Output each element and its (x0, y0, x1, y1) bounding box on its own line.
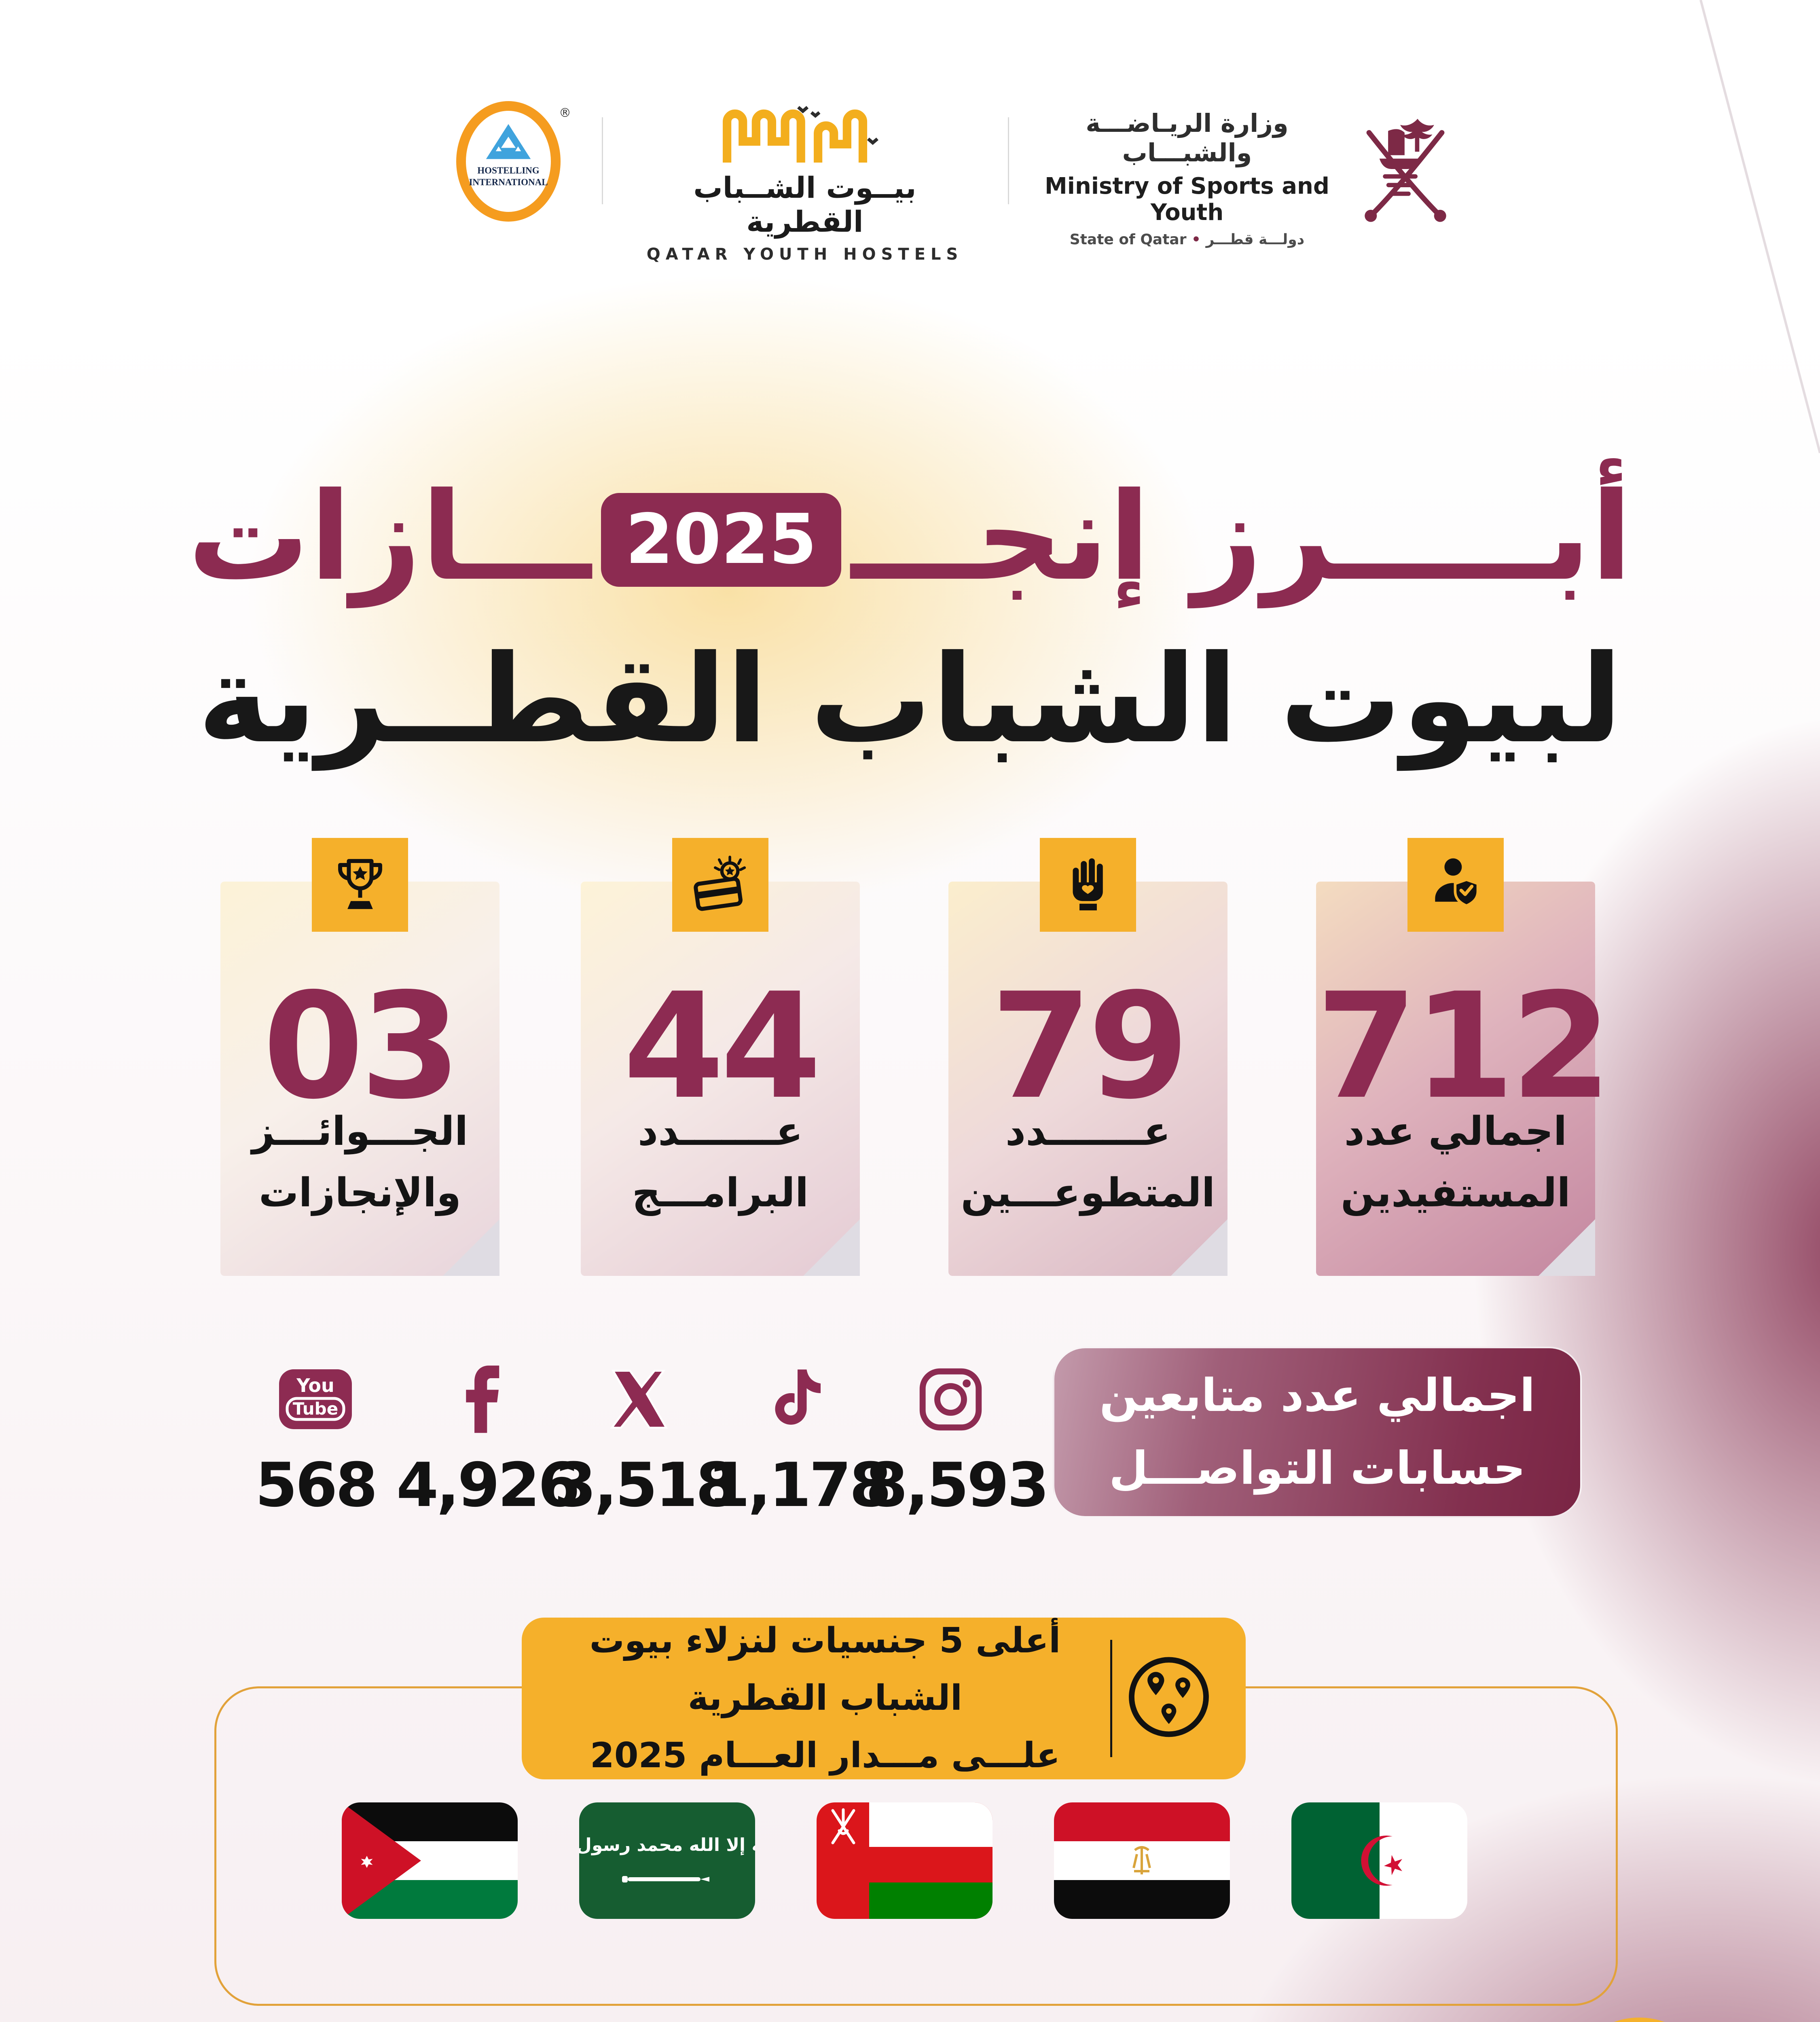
registered-mark: ® (559, 106, 571, 120)
tiktok-icon[interactable] (708, 1359, 878, 1440)
volunteers-label: عـــــــدد المتطوعـــين (961, 1108, 1215, 1216)
hand-heart-icon (1040, 838, 1136, 932)
flag-oman (817, 1802, 993, 1919)
programs-count: 44 (623, 962, 822, 1131)
flag-saudi-arabia: لا إله إلا الله محمد رسول الله (579, 1802, 755, 1919)
facebook-count: 4,926 (396, 1450, 580, 1521)
hi-name-line1: HOSTELLING (477, 165, 540, 176)
youtube-count: 568 (255, 1450, 378, 1521)
folded-corner (443, 1219, 499, 1276)
folded-corner (1539, 1219, 1595, 1276)
hostelling-international-logo: HOSTELLING INTERNATIONAL (456, 101, 561, 222)
qyh-english-name: QATAR YOUTH HOSTELS (646, 245, 963, 264)
qatar-emblem-icon (1365, 118, 1446, 222)
social-youtube: You Tube 568 (231, 1359, 400, 1521)
qyh-arabic-name: بيــوت الشــباب القطرية (693, 171, 916, 239)
awards-count: 03 (262, 962, 461, 1131)
stat-card-awards: 03 الجـــوائـــز والإنجازات (220, 838, 499, 1276)
social-facebook: 4,926 (396, 1359, 580, 1521)
ministry-logo: وزارة الريـاضـــة والشبـــاب Ministry of… (1033, 108, 1470, 248)
volunteers-count: 79 (990, 962, 1189, 1131)
ministry-state-line: State of Qatar • دولـــة قطـــر (1069, 231, 1305, 248)
svg-text:Tube: Tube (293, 1399, 339, 1419)
ministry-arabic-name: وزارة الريـاضـــة والشبـــاب (1086, 108, 1289, 167)
year-badge: 2025 (601, 493, 841, 587)
facebook-icon[interactable] (396, 1359, 566, 1440)
qatar-youth-hostels-logo: بيــوت الشــباب القطرية QATAR YOUTH HOST… (631, 102, 979, 264)
hi-name-line2: INTERNATIONAL (469, 177, 548, 187)
stat-card-programs: 44 عـــــــدد البرامـــج (581, 838, 860, 1276)
flag-jordan (342, 1802, 518, 1919)
x-icon[interactable] (554, 1359, 724, 1440)
youtube-icon[interactable]: You Tube (231, 1359, 400, 1440)
flag-algeria (1291, 1802, 1467, 1919)
diamond-separator: • (1191, 231, 1201, 248)
trophy-icon (312, 838, 408, 932)
awards-label: الجـــوائـــز والإنجازات (252, 1108, 468, 1216)
logo-divider (1008, 117, 1009, 204)
stat-card-beneficiaries: 712 اجمالي عدد المستفيدين (1316, 838, 1612, 1276)
shahada-text: لا إله إلا الله محمد رسول الله (579, 1835, 755, 1855)
nationalities-banner-text: أعلى 5 جنسيات لنزلاء بيوت الشباب القطرية… (589, 1620, 1061, 1776)
program-card-icon (672, 838, 768, 932)
hi-tent-icon (486, 124, 531, 159)
swipe-button[interactable] (1564, 2018, 1714, 2022)
instagram-count: 8,593 (866, 1450, 1049, 1521)
folded-corner (1171, 1219, 1227, 1276)
svg-text:You: You (296, 1375, 334, 1396)
followers-box-line1: اجمالي عدد متابعين (1099, 1369, 1535, 1422)
followers-box-line2: حسابات التواصـــل (1109, 1442, 1526, 1495)
beneficiaries-label: اجمالي عدد المستفيدين (1341, 1108, 1570, 1216)
beneficiaries-count: 712 (1316, 962, 1612, 1131)
social-x: 3,518 (554, 1359, 738, 1521)
programs-label: عـــــــدد البرامـــج (632, 1108, 809, 1216)
globe-pins-icon (1129, 1657, 1209, 1737)
page-title-line2: لبيوت الشباب القطــرية (197, 629, 1623, 770)
stat-card-volunteers: 79 عـــــــدد المتطوعـــين (948, 838, 1227, 1276)
x-count: 3,518 (554, 1450, 738, 1521)
ministry-english-name: Ministry of Sports and Youth (1045, 173, 1329, 226)
nationalities-banner: أعلى 5 جنسيات لنزلاء بيوت الشباب القطرية… (522, 1618, 1246, 1779)
followers-total-box: اجمالي عدد متابعين حسابات التواصـــل (1053, 1347, 1582, 1518)
qyh-logo-mark (723, 106, 879, 166)
instagram-icon[interactable] (866, 1359, 1035, 1440)
page-title-line1: أبـــــرز إنجـــ2025ـــازات (188, 466, 1632, 607)
logo-divider (602, 117, 603, 204)
social-instagram: 8,593 (866, 1359, 1049, 1521)
social-tiktok: 1,178 (708, 1359, 891, 1521)
banner-divider (1110, 1640, 1112, 1757)
person-shield-icon (1407, 838, 1504, 932)
flag-egypt (1054, 1802, 1230, 1919)
folded-corner (803, 1219, 860, 1276)
tiktok-count: 1,178 (708, 1450, 891, 1521)
